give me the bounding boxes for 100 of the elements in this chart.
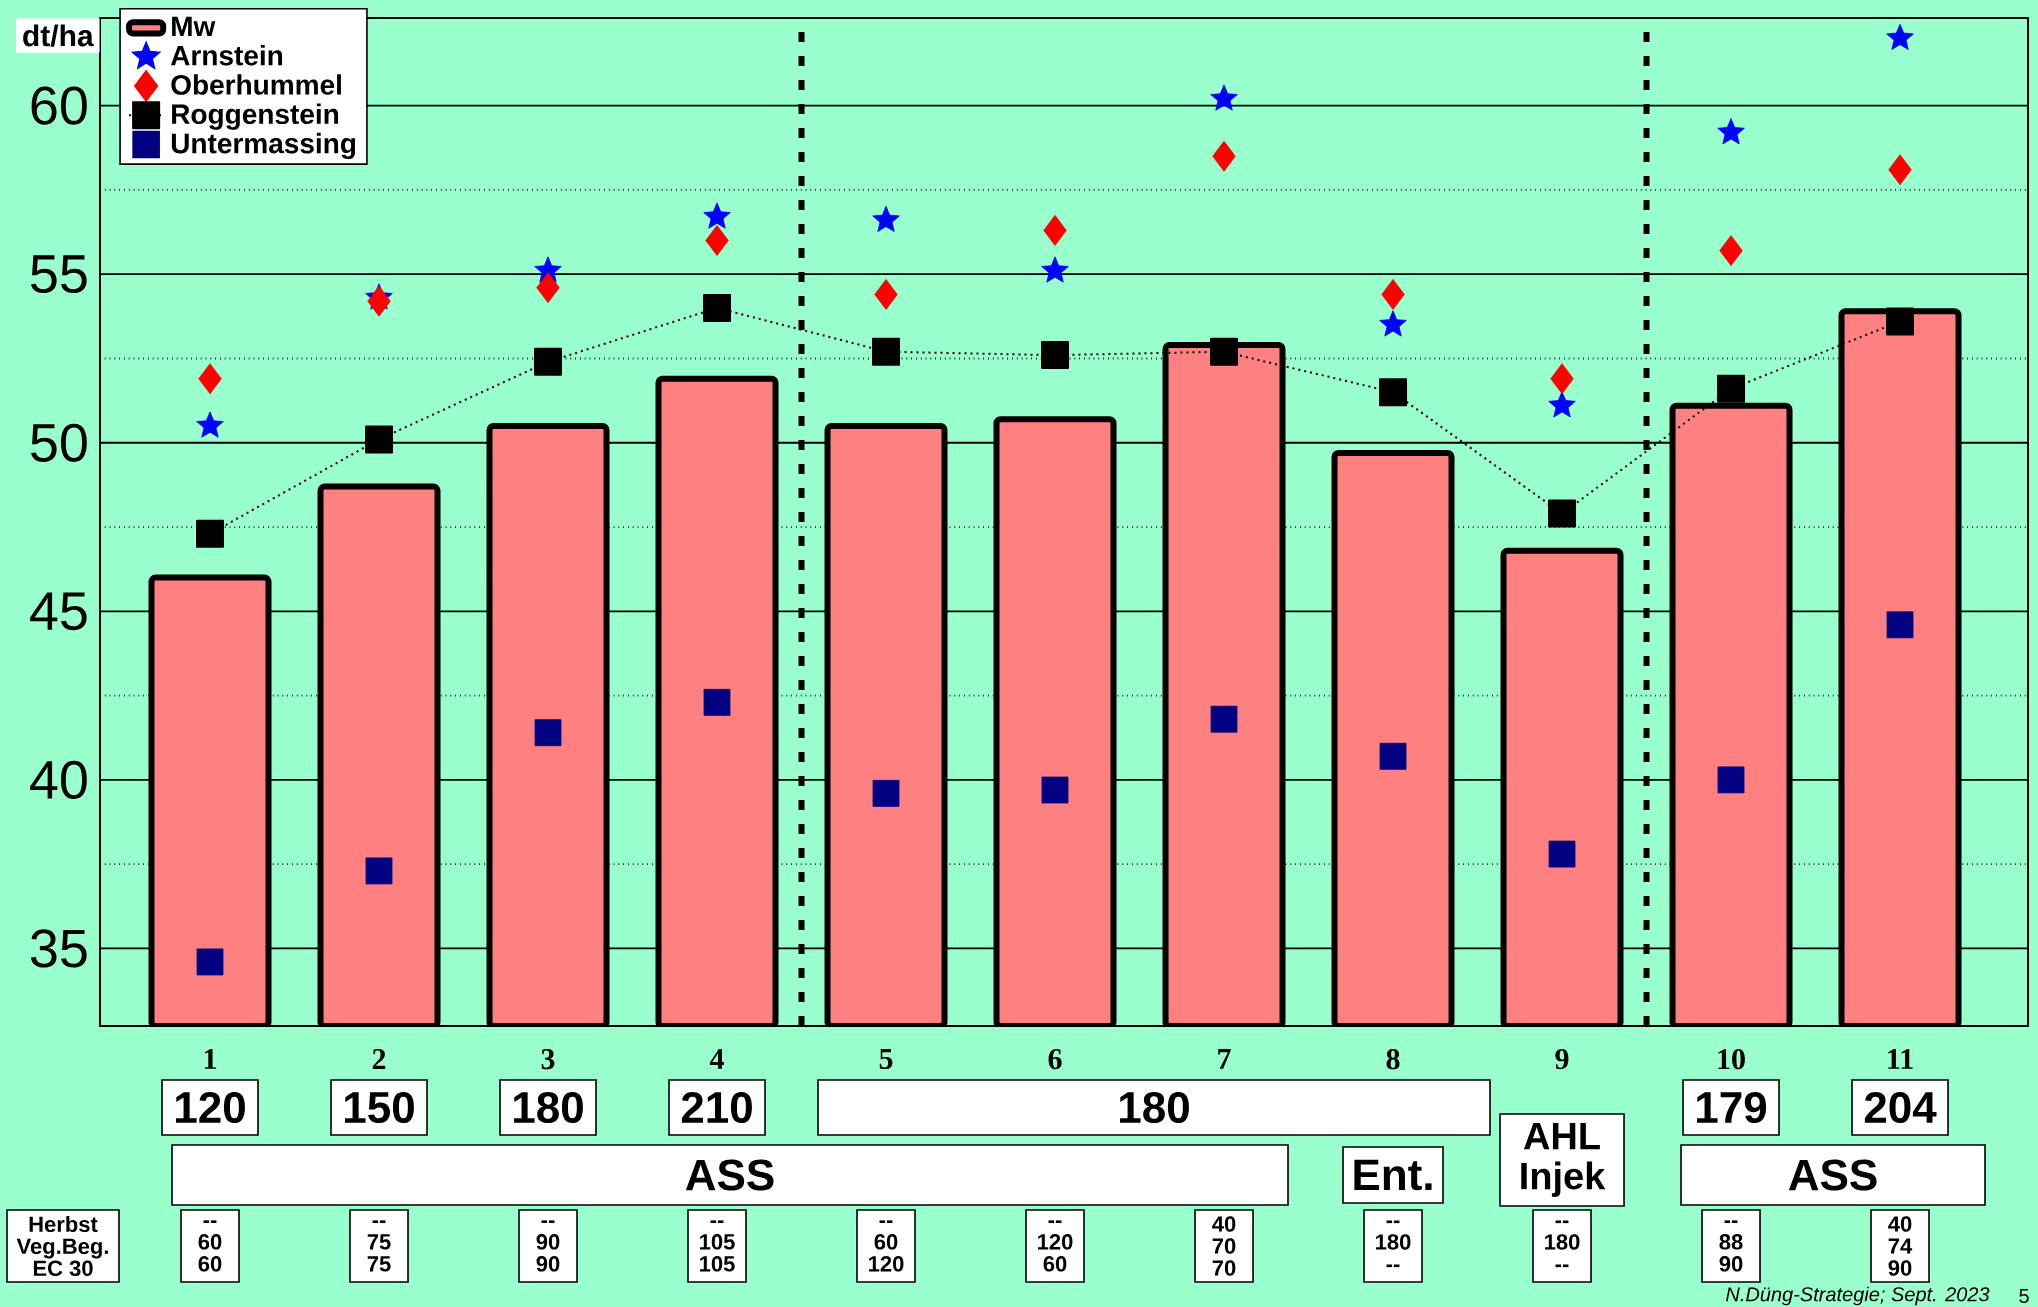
point — [1717, 118, 1745, 145]
text: 180 — [1376, 1234, 1411, 1250]
point — [534, 347, 563, 376]
text: 60 — [1043, 1256, 1067, 1272]
text: 120 — [1038, 1234, 1073, 1250]
text: 75 — [367, 1256, 391, 1272]
text: -- — [1555, 1264, 1569, 1268]
text: Ent. — [1354, 1159, 1432, 1191]
point — [1717, 374, 1746, 403]
text: 40 — [1888, 1216, 1912, 1232]
text: 105 — [700, 1256, 735, 1272]
point — [198, 363, 222, 395]
point — [703, 293, 732, 322]
x-tick-label: 9 — [1555, 1049, 1569, 1070]
point — [1210, 84, 1238, 111]
text: 180 — [514, 1091, 583, 1124]
text: 204 — [1864, 1091, 1937, 1124]
y-tick-label: 55 — [31, 255, 87, 294]
x-tick-label: 6 — [1048, 1049, 1062, 1070]
point — [1210, 705, 1238, 733]
point — [196, 411, 224, 438]
point — [703, 688, 731, 716]
point — [1548, 499, 1577, 528]
text: Veg.Beg. — [16, 1238, 108, 1259]
x-tick-label: 5 — [879, 1049, 893, 1069]
y-tick-label: 45 — [30, 592, 87, 631]
legend-label: Roggenstein — [172, 103, 339, 130]
text: 210 — [681, 1091, 752, 1124]
point — [1041, 341, 1070, 370]
y-tick-label: 40 — [30, 760, 87, 800]
point — [1717, 766, 1745, 794]
point — [1379, 742, 1407, 770]
text: 179 — [1697, 1091, 1767, 1124]
point — [1886, 611, 1914, 639]
text: 60 — [198, 1234, 222, 1250]
text: 90 — [536, 1256, 560, 1272]
point — [1548, 840, 1576, 868]
text: 60 — [874, 1234, 898, 1250]
point — [703, 202, 731, 229]
text: 105 — [700, 1234, 735, 1250]
point — [534, 719, 562, 747]
point — [1041, 256, 1069, 283]
point — [196, 519, 225, 548]
text: 120 — [176, 1091, 245, 1124]
point — [872, 779, 900, 807]
x-tick-label: 1 — [204, 1049, 216, 1069]
y-tick-label: 50 — [31, 423, 87, 462]
point — [872, 205, 900, 232]
text: -- — [1555, 1220, 1569, 1224]
point — [1381, 279, 1405, 310]
text: 90 — [1888, 1260, 1912, 1276]
text: -- — [879, 1220, 893, 1224]
x-tick-label: 11 — [1888, 1049, 1913, 1069]
text: 40 — [1212, 1216, 1236, 1232]
y-tick-label: 35 — [30, 929, 87, 968]
x-tick-label: 10 — [1718, 1049, 1745, 1070]
y-axis-title: dt/ha — [23, 24, 94, 47]
x-tick-label: 7 — [1218, 1049, 1231, 1069]
point — [1886, 23, 1914, 50]
text: 74 — [1888, 1238, 1913, 1254]
point — [1212, 140, 1236, 172]
point — [872, 337, 901, 366]
point — [874, 279, 898, 310]
point — [367, 285, 391, 317]
legend-label: Arnstein — [170, 44, 283, 66]
legend-label: Mw — [172, 16, 216, 36]
point — [365, 857, 393, 885]
text: 90 — [536, 1234, 560, 1250]
text: 88 — [1719, 1234, 1743, 1250]
text: -- — [1048, 1220, 1062, 1224]
text: AHL Injek — [1521, 1123, 1606, 1197]
text: -- — [1724, 1220, 1738, 1224]
text: -- — [710, 1220, 724, 1224]
point — [1379, 310, 1407, 337]
text: Herbst — [29, 1215, 98, 1233]
point — [1379, 378, 1408, 407]
text: N.Düng-Strategie; Sept. 2023 — [1726, 1286, 1990, 1306]
x-tick-label: 3 — [541, 1049, 555, 1070]
x-tick-label: 2 — [372, 1049, 386, 1069]
text: -- — [1386, 1264, 1400, 1268]
text: -- — [203, 1220, 217, 1224]
text: -- — [1386, 1220, 1400, 1224]
point — [1041, 776, 1069, 804]
text: ASS — [685, 1159, 774, 1191]
point — [365, 425, 394, 454]
point — [1888, 154, 1912, 186]
text: 75 — [367, 1234, 391, 1250]
text: ASS — [1788, 1159, 1877, 1191]
text: EC 30 — [33, 1260, 93, 1277]
text: 120 — [869, 1256, 904, 1272]
point — [1550, 363, 1574, 395]
point — [1548, 391, 1576, 418]
point — [1719, 235, 1743, 266]
point — [1043, 214, 1067, 246]
x-tick-label: 4 — [709, 1049, 724, 1069]
point — [536, 272, 560, 304]
legend-label: Oberhummel — [171, 74, 341, 95]
point — [705, 225, 729, 256]
text: -- — [541, 1220, 555, 1224]
text: 180 — [1120, 1091, 1189, 1124]
